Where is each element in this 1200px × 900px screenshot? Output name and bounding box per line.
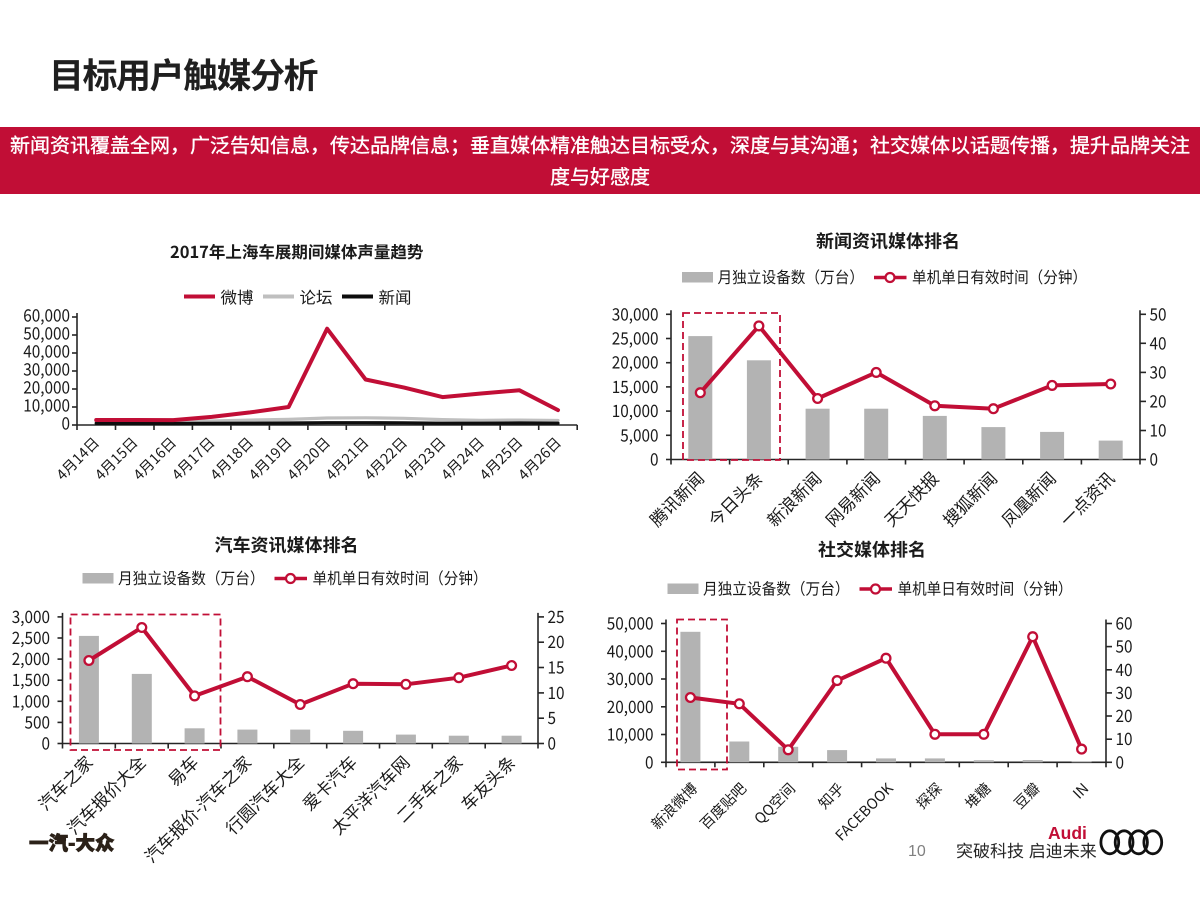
svg-text:20: 20 <box>1150 387 1167 412</box>
svg-text:新闻资讯媒体排名: 新闻资讯媒体排名 <box>816 228 960 254</box>
svg-text:0: 0 <box>548 730 557 755</box>
svg-text:0: 0 <box>1150 446 1159 471</box>
svg-text:新浪微博: 新浪微博 <box>646 778 702 834</box>
svg-text:15: 15 <box>548 654 565 679</box>
svg-text:IN: IN <box>1068 778 1093 803</box>
svg-text:25: 25 <box>548 603 565 628</box>
svg-text:20: 20 <box>1116 702 1133 727</box>
svg-text:突破科技 启迪未来: 突破科技 启迪未来 <box>956 837 1097 862</box>
svg-text:百度贴吧: 百度贴吧 <box>695 778 751 834</box>
svg-text:5,000: 5,000 <box>620 421 658 446</box>
svg-text:4月26日: 4月26日 <box>513 432 565 484</box>
svg-text:10,000: 10,000 <box>607 721 654 746</box>
svg-text:月独立设备数（万台）: 月独立设备数（万台） <box>703 576 850 600</box>
svg-text:汽车资讯媒体排名: 汽车资讯媒体排名 <box>215 532 359 558</box>
svg-text:知乎: 知乎 <box>813 778 848 813</box>
svg-text:0: 0 <box>1116 748 1125 773</box>
svg-text:Audi: Audi <box>1048 823 1087 843</box>
svg-text:15,000: 15,000 <box>612 373 659 398</box>
svg-text:一点资讯: 一点资讯 <box>1053 465 1119 531</box>
svg-text:堆糖: 堆糖 <box>960 778 995 813</box>
svg-text:25,000: 25,000 <box>612 325 659 350</box>
svg-text:500: 500 <box>25 708 51 733</box>
svg-text:40: 40 <box>1116 656 1133 681</box>
svg-text:今日头条: 今日头条 <box>702 465 768 531</box>
svg-text:40: 40 <box>1150 329 1167 354</box>
svg-text:车友头条: 车友头条 <box>454 749 520 815</box>
svg-text:2,500: 2,500 <box>12 624 50 649</box>
svg-text:2,000: 2,000 <box>12 645 50 670</box>
svg-text:10: 10 <box>908 843 926 860</box>
svg-text:0: 0 <box>650 446 659 471</box>
svg-text:单机单日有效时间（分钟）: 单机单日有效时间（分钟） <box>898 576 1073 600</box>
svg-text:50: 50 <box>1150 300 1167 325</box>
svg-text:豆瓣: 豆瓣 <box>1009 778 1044 813</box>
svg-text:20: 20 <box>548 628 565 653</box>
svg-text:月独立设备数（万台）: 月独立设备数（万台） <box>118 565 265 589</box>
svg-text:30,000: 30,000 <box>612 300 659 325</box>
svg-text:单机单日有效时间（分钟）: 单机单日有效时间（分钟） <box>912 264 1087 288</box>
svg-text:10,000: 10,000 <box>23 392 70 417</box>
svg-text:10: 10 <box>548 679 565 704</box>
svg-text:10: 10 <box>1116 725 1133 750</box>
svg-text:凤凰新闻: 凤凰新闻 <box>995 465 1061 531</box>
svg-text:QQ空间: QQ空间 <box>749 778 800 829</box>
svg-text:60: 60 <box>1116 610 1133 635</box>
svg-text:新闻: 新闻 <box>379 285 412 309</box>
svg-text:微博: 微博 <box>221 285 254 309</box>
svg-text:探探: 探探 <box>911 778 946 813</box>
svg-text:易车: 易车 <box>161 749 203 791</box>
svg-text:3,000: 3,000 <box>12 603 50 628</box>
svg-text:30: 30 <box>1116 679 1133 704</box>
svg-text:5: 5 <box>548 704 557 729</box>
svg-text:单机单日有效时间（分钟）: 单机单日有效时间（分钟） <box>313 565 488 589</box>
svg-text:20,000: 20,000 <box>607 693 654 718</box>
svg-text:0: 0 <box>645 748 654 773</box>
svg-text:目标用户触媒分析: 目标用户触媒分析 <box>49 48 318 99</box>
svg-text:0: 0 <box>62 410 71 435</box>
svg-text:搜狐新闻: 搜狐新闻 <box>936 465 1002 531</box>
svg-text:10,000: 10,000 <box>612 397 659 422</box>
svg-text:30,000: 30,000 <box>23 356 70 381</box>
svg-text:2017年上海车展期间媒体声量趋势: 2017年上海车展期间媒体声量趋势 <box>170 239 424 263</box>
svg-text:30: 30 <box>1150 358 1167 383</box>
svg-text:论坛: 论坛 <box>300 285 333 309</box>
svg-text:新闻资讯覆盖全网，广泛告知信息，传达品牌信息；垂直媒体精准触: 新闻资讯覆盖全网，广泛告知信息，传达品牌信息；垂直媒体精准触达目标受众，深度与其… <box>10 130 1190 159</box>
svg-text:20,000: 20,000 <box>23 374 70 399</box>
svg-text:30,000: 30,000 <box>607 665 654 690</box>
svg-text:50,000: 50,000 <box>607 610 654 635</box>
svg-text:社交媒体排名: 社交媒体排名 <box>818 536 926 562</box>
svg-text:1,000: 1,000 <box>12 687 50 712</box>
svg-text:0: 0 <box>42 730 51 755</box>
svg-text:50: 50 <box>1116 633 1133 658</box>
svg-text:50,000: 50,000 <box>23 320 70 345</box>
svg-text:腾讯新闻: 腾讯新闻 <box>643 465 709 531</box>
svg-text:1,500: 1,500 <box>12 666 50 691</box>
svg-text:月独立设备数（万台）: 月独立设备数（万台） <box>718 264 865 288</box>
svg-text:天天快报: 天天快报 <box>878 465 944 531</box>
svg-text:一汽-大众: 一汽-大众 <box>29 827 114 856</box>
svg-text:40,000: 40,000 <box>607 637 654 662</box>
svg-text:度与好感度: 度与好感度 <box>550 161 650 190</box>
svg-text:40,000: 40,000 <box>23 338 70 363</box>
svg-text:20,000: 20,000 <box>612 349 659 374</box>
svg-text:10: 10 <box>1150 417 1167 442</box>
svg-text:60,000: 60,000 <box>23 302 70 327</box>
svg-text:网易新闻: 网易新闻 <box>819 465 885 531</box>
svg-text:新浪新闻: 新浪新闻 <box>760 465 826 531</box>
